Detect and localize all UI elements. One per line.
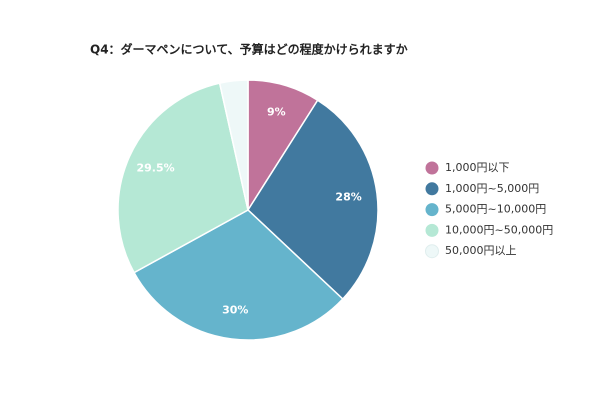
- legend-swatch: [425, 203, 439, 217]
- slice-label: 9%: [267, 106, 286, 119]
- pie-slice: [218, 79, 249, 211]
- slice-label: 29.5%: [136, 161, 174, 174]
- chart-title: Q4：ダーマペンについて、予算はどの程度かけられますか: [90, 42, 408, 57]
- legend-label: 50,000円以上: [445, 244, 517, 257]
- legend-label: 5,000円~10,000円: [445, 203, 546, 216]
- legend-swatch: [425, 244, 439, 259]
- slice-label: 28%: [335, 190, 361, 203]
- legend-swatch: [425, 182, 439, 196]
- legend-label: 1,000円以下: [445, 161, 510, 174]
- slice-label: 30%: [222, 304, 248, 317]
- legend-label: 1,000円~5,000円: [445, 182, 539, 195]
- pie-slice: [133, 209, 344, 341]
- legend-swatch: [425, 161, 439, 175]
- legend-swatch: [425, 223, 439, 237]
- pie-slice: [247, 99, 379, 301]
- legend-label: 10,000円~50,000円: [445, 223, 553, 236]
- pie-slice: [117, 82, 249, 274]
